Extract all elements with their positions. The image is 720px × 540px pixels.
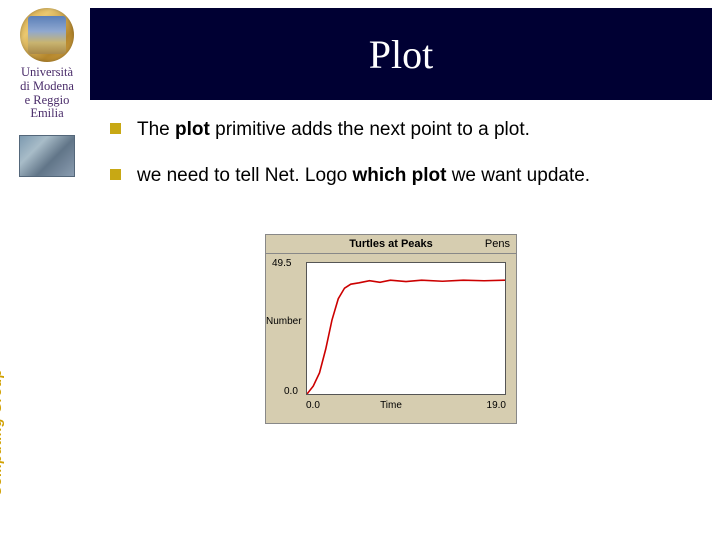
group-label-line2: Computing Group [0, 369, 4, 496]
content-area: The plot primitive adds the next point t… [110, 118, 712, 210]
group-label: Agents and Pervasive Computing Group [0, 346, 6, 522]
sidebar: Università di Modena e Reggio Emilia [8, 8, 86, 532]
plot-pens-label: Pens [485, 238, 510, 250]
y-axis-label: Number [266, 316, 302, 327]
university-name: Università di Modena e Reggio Emilia [8, 66, 86, 121]
uni-line-1: Università [8, 66, 86, 80]
plot-area [306, 262, 506, 395]
bullet-icon [110, 169, 121, 180]
plot-widget: Turtles at Peaks Pens 49.5 Number 0.0 0.… [265, 234, 517, 424]
plot-title-bar: Turtles at Peaks Pens [265, 234, 517, 254]
plot-title: Turtles at Peaks [266, 238, 516, 250]
x-axis-max: 19.0 [487, 400, 506, 411]
university-seal-icon [20, 8, 74, 62]
bullet-text-2: we need to tell Net. Logo which plot we … [137, 164, 590, 188]
uni-line-3: e Reggio [8, 94, 86, 108]
uni-line-4: Emilia [8, 107, 86, 121]
page-title: Plot [369, 31, 433, 78]
uni-line-2: di Modena [8, 80, 86, 94]
bullet-item: The plot primitive adds the next point t… [110, 118, 712, 142]
plot-body: 49.5 Number 0.0 0.0 Time 19.0 [265, 254, 517, 424]
y-axis-max: 49.5 [272, 258, 291, 269]
y-axis-min: 0.0 [284, 386, 298, 397]
bullet-item: we need to tell Net. Logo which plot we … [110, 164, 712, 188]
title-band: Plot [90, 8, 712, 100]
group-emblem-icon [19, 135, 75, 177]
plot-line-svg [307, 263, 505, 394]
bullet-text-1: The plot primitive adds the next point t… [137, 118, 530, 142]
x-axis-label: Time [266, 400, 516, 411]
bullet-icon [110, 123, 121, 134]
